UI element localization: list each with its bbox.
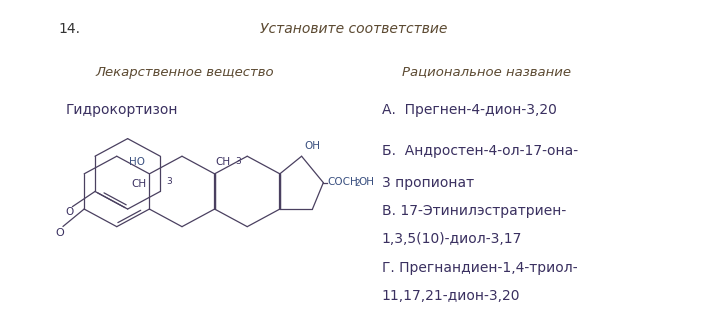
Text: Лекарственное вещество: Лекарственное вещество xyxy=(96,66,274,79)
Text: Гидрокортизон: Гидрокортизон xyxy=(66,103,178,117)
Text: CH: CH xyxy=(216,157,230,167)
Text: 11,17,21-дион-3,20: 11,17,21-дион-3,20 xyxy=(382,289,520,303)
Text: O: O xyxy=(65,207,74,218)
Text: 2: 2 xyxy=(354,179,360,188)
Text: 1,3,5(10)-диол-3,17: 1,3,5(10)-диол-3,17 xyxy=(382,232,522,246)
Text: OH: OH xyxy=(358,177,375,187)
Text: Б.  Андростен-4-ол-17-она-: Б. Андростен-4-ол-17-она- xyxy=(382,144,578,158)
Text: COCH: COCH xyxy=(327,177,358,187)
Text: Г. Прегнандиен-1,4-триол-: Г. Прегнандиен-1,4-триол- xyxy=(382,260,577,275)
Text: CH: CH xyxy=(132,179,146,188)
Text: HO: HO xyxy=(129,157,145,167)
Text: 3 пропионат: 3 пропионат xyxy=(382,176,474,190)
Text: O: O xyxy=(55,228,64,238)
Text: OH: OH xyxy=(305,140,320,151)
Text: 14.: 14. xyxy=(59,22,81,36)
Text: А.  Прегнен-4-дион-3,20: А. Прегнен-4-дион-3,20 xyxy=(382,103,556,117)
Text: 3: 3 xyxy=(166,177,172,186)
Text: В. 17-Этинилэстратриен-: В. 17-Этинилэстратриен- xyxy=(382,204,566,218)
Text: Рациональное название: Рациональное название xyxy=(402,66,571,79)
Text: Установите соответствие: Установите соответствие xyxy=(259,22,448,36)
Text: 3: 3 xyxy=(235,157,240,166)
